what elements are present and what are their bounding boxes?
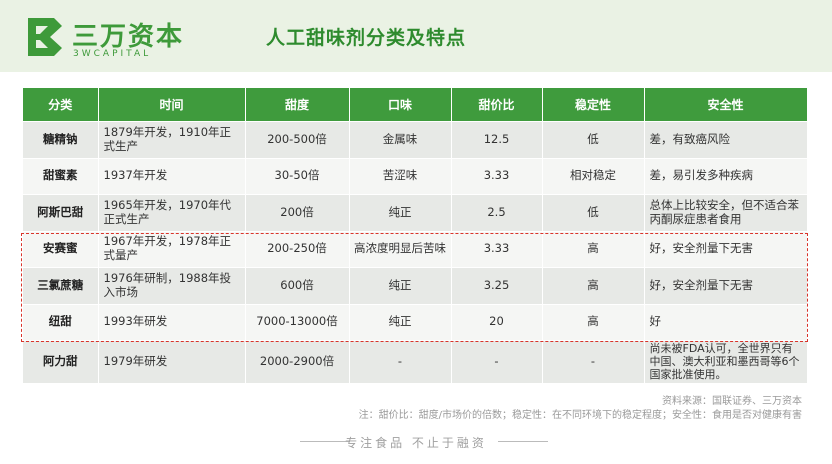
cell-stability: - (542, 339, 645, 383)
footer-divider-right (498, 441, 548, 442)
sweetener-table: 分类 时间 甜度 口味 甜价比 稳定性 安全性 糖精钠 1879年开发，1910… (23, 88, 808, 383)
cell-safety: 差，易引发多种疾病 (644, 157, 808, 194)
table-row: 三氯蔗糖 1976年研制，1988年投入市场 600倍 纯正 3.25 高 好，… (23, 266, 808, 304)
cell-stability: 高 (542, 266, 645, 304)
cell-price-ratio: 3.33 (451, 157, 543, 194)
cell-taste: - (349, 339, 452, 383)
cell-time: 1937年开发 (98, 157, 246, 194)
cell-taste: 纯正 (349, 193, 452, 231)
table-row: 纽甜 1993年研发 7000-13000倍 纯正 20 高 好 (23, 303, 808, 340)
cell-sweetness: 30-50倍 (245, 157, 350, 194)
cell-time: 1879年开发，1910年正式生产 (98, 120, 246, 158)
logo-text-en: 3WCAPITAL (73, 49, 152, 59)
cell-safety: 差，有致癌风险 (644, 120, 808, 158)
header-price-ratio: 甜价比 (451, 88, 543, 121)
cell-taste: 高浓度明显后苦味 (349, 230, 452, 267)
footer-divider-left (300, 441, 350, 442)
cell-category: 纽甜 (23, 303, 99, 340)
cell-price-ratio: 2.5 (451, 193, 543, 231)
table-row: 甜蜜素 1937年开发 30-50倍 苦涩味 3.33 相对稳定 差，易引发多种… (23, 157, 808, 194)
header-category: 分类 (23, 88, 99, 121)
cell-category: 三氯蔗糖 (23, 266, 99, 304)
cell-safety: 好，安全剂量下无害 (644, 230, 808, 267)
cell-stability: 低 (542, 120, 645, 158)
cell-stability: 高 (542, 303, 645, 340)
cell-safety: 好 (644, 303, 808, 340)
cell-category: 糖精钠 (23, 120, 99, 158)
cell-sweetness: 7000-13000倍 (245, 303, 350, 340)
logo-text-cn: 三万资本 (72, 22, 185, 52)
cell-taste: 纯正 (349, 303, 452, 340)
header-time: 时间 (98, 88, 246, 121)
cell-price-ratio: 3.25 (451, 266, 543, 304)
cell-price-ratio: 20 (451, 303, 543, 340)
cell-sweetness: 2000-2900倍 (245, 339, 350, 383)
highlight-box (21, 233, 808, 342)
cell-taste: 苦涩味 (349, 157, 452, 194)
cell-taste: 金属味 (349, 120, 452, 158)
cell-time: 1967年开发，1978年正式量产 (98, 230, 246, 267)
cell-time: 1979年研发 (98, 339, 246, 383)
source-note: 资料来源：国联证券、三万资本 (662, 396, 802, 407)
cell-sweetness: 200-500倍 (245, 120, 350, 158)
cell-stability: 高 (542, 230, 645, 267)
cell-category: 甜蜜素 (23, 157, 99, 194)
cell-stability: 相对稳定 (542, 157, 645, 194)
cell-price-ratio: - (451, 339, 543, 383)
table-row: 阿力甜 1979年研发 2000-2900倍 - - - 尚未被FDA认可，全世… (23, 339, 808, 383)
table-row: 阿斯巴甜 1965年开发，1970年代正式生产 200倍 纯正 2.5 低 总体… (23, 193, 808, 231)
cell-category: 安赛蜜 (23, 230, 99, 267)
cell-time: 1976年研制，1988年投入市场 (98, 266, 246, 304)
cell-time: 1965年开发，1970年代正式生产 (98, 193, 246, 231)
cell-sweetness: 200倍 (245, 193, 350, 231)
header-safety: 安全性 (644, 88, 808, 121)
footer-slogan: 专注食品 不止于融资 (345, 436, 487, 450)
cell-sweetness: 600倍 (245, 266, 350, 304)
cell-category: 阿力甜 (23, 339, 99, 383)
cell-safety: 好，安全剂量下无害 (644, 266, 808, 304)
company-logo: 三万资本 3WCAPITAL (24, 14, 184, 60)
cell-time: 1993年研发 (98, 303, 246, 340)
cell-safety: 总体上比较安全，但不适合苯丙酮尿症患者食用 (644, 193, 808, 231)
cell-category: 阿斯巴甜 (23, 193, 99, 231)
page-footer: 专注食品 不止于融资 (0, 432, 832, 452)
header-stability: 稳定性 (542, 88, 645, 121)
header-taste: 口味 (349, 88, 452, 121)
header-sweetness: 甜度 (245, 88, 350, 121)
cell-price-ratio: 12.5 (451, 120, 543, 158)
logo-mark-icon (28, 18, 62, 56)
table-row: 糖精钠 1879年开发，1910年正式生产 200-500倍 金属味 12.5 … (23, 120, 808, 158)
cell-sweetness: 200-250倍 (245, 230, 350, 267)
page-header: 三万资本 3WCAPITAL 人工甜味剂分类及特点 (0, 0, 832, 72)
cell-price-ratio: 3.33 (451, 230, 543, 267)
table-header-row: 分类 时间 甜度 口味 甜价比 稳定性 安全性 (23, 88, 808, 121)
page-title: 人工甜味剂分类及特点 (266, 27, 467, 49)
cell-stability: 低 (542, 193, 645, 231)
footnote: 注：甜价比：甜度/市场价的倍数；稳定性：在不同环境下的稳定程度；安全性：食用是否… (358, 410, 802, 421)
table-row: 安赛蜜 1967年开发，1978年正式量产 200-250倍 高浓度明显后苦味 … (23, 230, 808, 267)
cell-taste: 纯正 (349, 266, 452, 304)
cell-safety: 尚未被FDA认可，全世界只有中国、澳大利亚和墨西哥等6个国家批准使用。 (644, 339, 808, 383)
